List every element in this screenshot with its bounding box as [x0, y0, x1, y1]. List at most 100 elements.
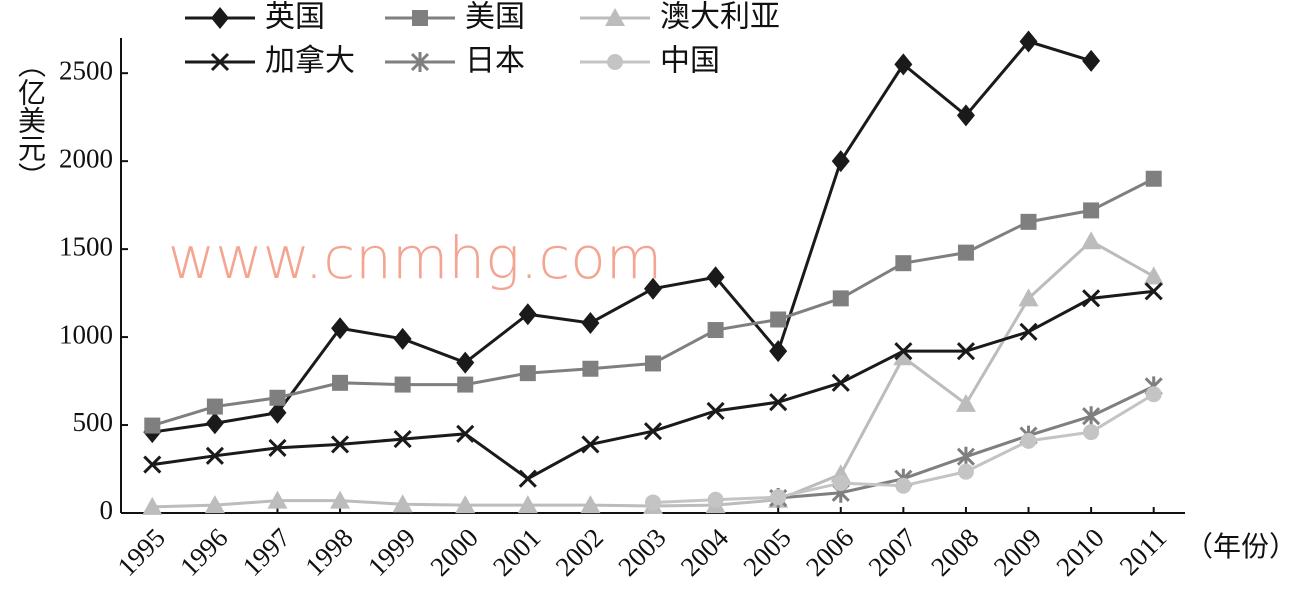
point — [392, 494, 413, 513]
marker-shape — [645, 494, 661, 511]
point — [518, 303, 537, 326]
x-tick-label: 2003 — [612, 522, 671, 581]
legend-label: 中国 — [660, 44, 720, 79]
point — [770, 311, 787, 328]
legend-marker — [412, 10, 428, 26]
marker-shape — [955, 393, 976, 412]
marker-shape — [269, 389, 286, 406]
point — [580, 495, 601, 514]
point — [581, 312, 600, 334]
point — [957, 463, 974, 480]
point — [956, 342, 976, 361]
marker-shape — [607, 54, 623, 70]
point — [643, 422, 663, 441]
marker-shape — [895, 255, 912, 272]
marker-shape — [204, 495, 225, 514]
marker-shape — [1082, 49, 1101, 72]
point — [517, 495, 538, 514]
marker-shape — [706, 266, 725, 289]
marker-shape — [770, 489, 787, 506]
marker-shape — [1020, 432, 1037, 449]
x-tick-label: 1998 — [299, 522, 358, 581]
point — [456, 351, 475, 374]
point — [267, 490, 288, 509]
marker-shape — [1144, 282, 1163, 301]
marker-shape — [769, 393, 788, 412]
x-tick-label: 2004 — [675, 522, 735, 582]
marker-shape — [211, 7, 229, 29]
x-tick-label: 2006 — [800, 522, 859, 581]
point — [456, 424, 475, 443]
x-tick-label: 2005 — [737, 522, 796, 581]
point — [519, 365, 536, 382]
point — [457, 376, 474, 393]
legend-marker — [210, 52, 230, 72]
point — [831, 150, 850, 173]
point — [582, 360, 599, 377]
marker-shape — [580, 495, 601, 514]
point — [455, 495, 476, 514]
point — [894, 342, 913, 361]
marker-shape — [894, 342, 913, 361]
marker-shape — [831, 373, 850, 392]
legend-marker — [607, 54, 623, 70]
marker-shape — [581, 312, 600, 334]
point — [957, 244, 974, 261]
marker-shape — [644, 277, 662, 300]
point — [143, 455, 162, 474]
point — [1020, 432, 1037, 449]
point — [645, 355, 661, 372]
marker-shape — [1083, 424, 1100, 441]
marker-shape — [410, 52, 430, 72]
marker-shape — [393, 327, 412, 350]
point — [1019, 30, 1038, 53]
point — [332, 374, 349, 391]
point — [769, 393, 788, 412]
x-tick-label: 1997 — [237, 522, 296, 581]
marker-shape — [769, 340, 788, 363]
point — [769, 340, 788, 363]
marker-shape — [605, 8, 625, 26]
marker-shape — [517, 495, 538, 514]
legend-label: 美国 — [465, 0, 525, 35]
x-tick-label: 1999 — [362, 522, 421, 581]
marker-shape — [1145, 386, 1162, 403]
point — [832, 475, 849, 492]
marker-shape — [1020, 213, 1037, 230]
marker-shape — [144, 417, 161, 434]
marker-shape — [1018, 288, 1039, 307]
marker-shape — [518, 303, 537, 326]
point — [330, 435, 350, 454]
marker-shape — [518, 469, 537, 488]
marker-shape — [957, 244, 974, 261]
point — [956, 104, 975, 127]
point — [1081, 231, 1102, 250]
marker-shape — [519, 365, 536, 382]
marker-shape — [1081, 231, 1102, 250]
y-tick-label: 2500 — [59, 55, 113, 85]
point — [707, 322, 724, 339]
point — [204, 495, 225, 514]
marker-shape — [267, 490, 288, 509]
marker-shape — [457, 376, 474, 393]
marker-shape — [831, 150, 850, 173]
marker-shape — [1019, 322, 1038, 341]
x-axis-label: （年份） — [1185, 530, 1296, 563]
point — [1020, 213, 1037, 230]
point — [895, 477, 912, 494]
point — [645, 494, 661, 511]
legend-marker — [211, 7, 229, 29]
point — [268, 401, 287, 424]
point — [518, 469, 537, 488]
legend-label: 加拿大 — [265, 44, 355, 79]
marker-shape — [707, 322, 724, 339]
marker-shape — [956, 342, 976, 361]
marker-shape — [1082, 406, 1101, 427]
marker-shape — [645, 355, 661, 372]
point — [1083, 424, 1100, 441]
x-tick-label: 2010 — [1050, 522, 1109, 581]
marker-shape — [581, 435, 600, 454]
marker-shape — [268, 401, 287, 424]
y-tick-label: 0 — [100, 495, 114, 525]
marker-shape — [393, 430, 412, 449]
